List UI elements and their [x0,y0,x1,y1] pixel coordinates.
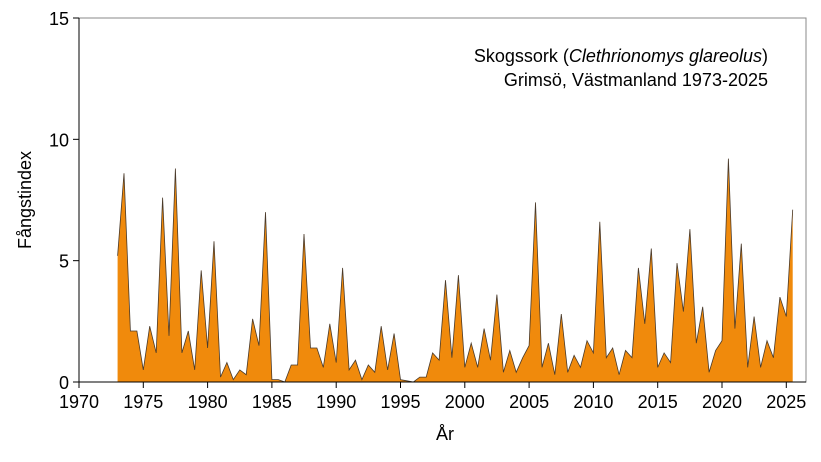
x-axis-label: År [436,424,454,444]
y-tick-label: 10 [49,130,69,150]
y-tick-label: 0 [59,373,69,393]
y-tick-label: 5 [59,252,69,272]
y-tick-label: 15 [49,9,69,29]
x-tick-label: 2000 [445,392,485,412]
y-axis-label: Fångstindex [15,151,35,249]
x-tick-label: 1995 [380,392,420,412]
x-axis: 1970 1975 1980 1985 1990 1995 2000 2005 2010 2015… [59,381,806,412]
area-series [117,158,794,383]
area-outline [117,158,794,383]
area-fill [117,158,793,382]
x-tick-label: 2010 [573,392,613,412]
x-tick-label: 1975 [123,392,163,412]
x-tick-label: 2020 [702,392,742,412]
x-tick-label: 2015 [638,392,678,412]
x-tick-label: 1990 [316,392,356,412]
x-tick-label: 2005 [509,392,549,412]
x-tick-label: 1985 [252,392,292,412]
chart-subtitle: Grimsö, Västmanland 1973-2025 [504,70,768,90]
x-tick-label: 1980 [188,392,228,412]
x-tick-label: 2025 [766,392,806,412]
chart-title: Skogssork (Clethrionomys glareolus) [474,46,768,66]
x-tick-label: 1970 [59,392,99,412]
y-axis: 0 5 10 15 [49,9,80,393]
